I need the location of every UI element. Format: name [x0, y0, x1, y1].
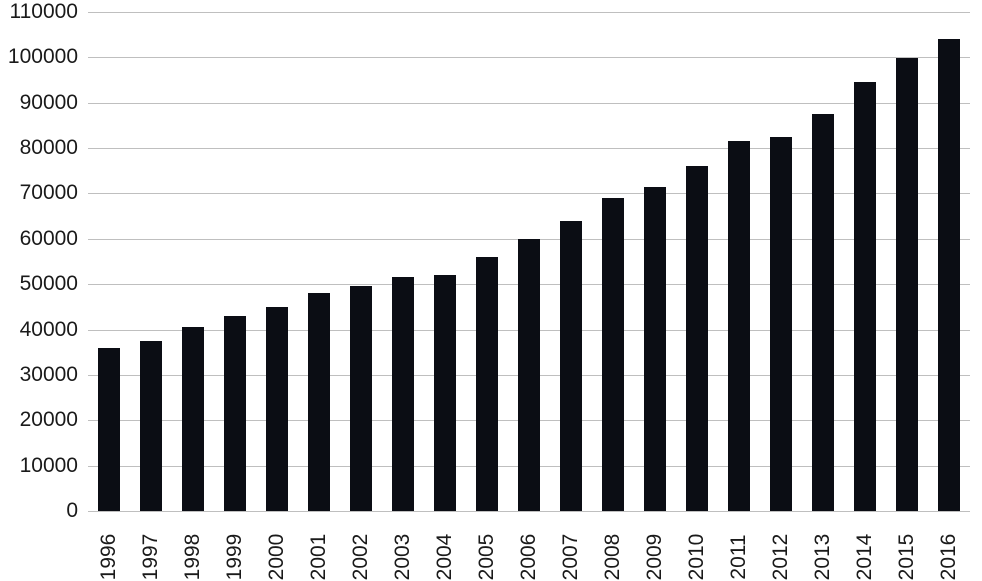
y-tick-label: 80000 [0, 136, 78, 160]
gridline [88, 12, 970, 13]
bar [140, 341, 162, 511]
x-tick-label: 2015 [895, 534, 919, 581]
gridline [88, 148, 970, 149]
y-tick-label: 30000 [0, 363, 78, 387]
x-tick-label: 2003 [391, 534, 415, 581]
bar [98, 348, 120, 511]
bar [560, 221, 582, 511]
gridline [88, 57, 970, 58]
x-tick-label: 2000 [265, 534, 289, 581]
x-tick-label: 2001 [307, 534, 331, 581]
x-tick-label: 2005 [475, 534, 499, 581]
x-tick-label: 2009 [643, 534, 667, 581]
bar [434, 275, 456, 511]
x-tick-label: 1999 [223, 534, 247, 581]
bar [686, 166, 708, 511]
x-tick-label: 2007 [559, 534, 583, 581]
x-tick-label: 1998 [181, 534, 205, 581]
bar [602, 198, 624, 511]
x-tick-label: 1996 [97, 534, 121, 581]
x-tick-label: 2010 [685, 534, 709, 581]
bar [938, 39, 960, 511]
x-tick-label: 2004 [433, 534, 457, 581]
plot-area [88, 12, 970, 511]
y-tick-label: 0 [0, 499, 78, 523]
bar [224, 316, 246, 511]
bar [896, 58, 918, 511]
y-tick-label: 100000 [0, 45, 78, 69]
y-tick-label: 110000 [0, 0, 78, 24]
x-tick-label: 2006 [517, 534, 541, 581]
x-tick-label: 1997 [139, 534, 163, 581]
gridline [88, 193, 970, 194]
bar [812, 114, 834, 511]
y-tick-label: 70000 [0, 181, 78, 205]
bar [854, 82, 876, 511]
x-tick-label: 2016 [937, 534, 961, 581]
y-tick-label: 40000 [0, 318, 78, 342]
bar [350, 286, 372, 511]
x-tick-label: 2002 [349, 534, 373, 581]
bar [476, 257, 498, 511]
bar-chart: 0 10000 20000 30000 40000 50000 60000 70000 8000… [0, 0, 982, 581]
x-tick-label: 2008 [601, 534, 625, 581]
bar [518, 239, 540, 511]
y-tick-label: 50000 [0, 272, 78, 296]
bar [392, 277, 414, 511]
gridline [88, 103, 970, 104]
y-tick-label: 90000 [0, 91, 78, 115]
x-axis-line [88, 511, 970, 512]
bar [644, 187, 666, 511]
bar [266, 307, 288, 511]
y-tick-label: 10000 [0, 454, 78, 478]
x-tick-label: 2014 [853, 534, 877, 581]
x-tick-label: 2013 [811, 534, 835, 581]
bar [182, 327, 204, 511]
y-tick-label: 20000 [0, 408, 78, 432]
y-tick-label: 60000 [0, 227, 78, 251]
bar [308, 293, 330, 511]
bar [728, 141, 750, 511]
bar [770, 137, 792, 511]
x-tick-label: 2011 [727, 534, 751, 579]
x-tick-label: 2012 [769, 534, 793, 581]
